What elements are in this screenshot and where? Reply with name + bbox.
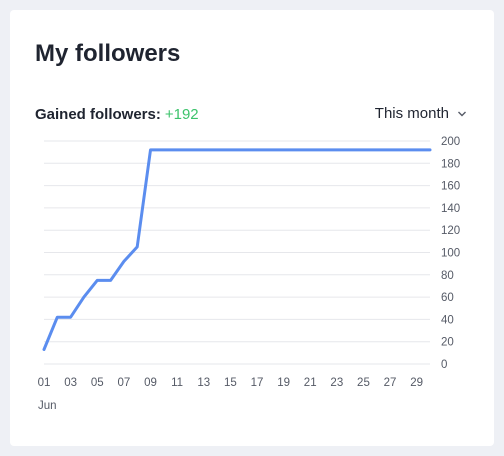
x-tick-label: 05 — [91, 377, 104, 389]
x-tick-label: 07 — [117, 377, 130, 389]
y-tick-label: 140 — [441, 203, 460, 215]
x-tick-label: 25 — [357, 377, 370, 389]
x-tick-label: 21 — [304, 377, 317, 389]
x-tick-label: 27 — [384, 377, 397, 389]
x-month-label: Jun — [38, 400, 57, 412]
followers-card: My followers Gained followers: +192 This … — [10, 10, 494, 446]
period-dropdown[interactable]: This month — [375, 105, 467, 122]
y-tick-label: 100 — [441, 248, 460, 260]
x-tick-label: 15 — [224, 377, 237, 389]
y-tick-label: 160 — [441, 181, 460, 193]
series-line-0 — [42, 148, 432, 351]
card-title: My followers — [35, 40, 181, 67]
y-tick-label: 20 — [441, 337, 454, 349]
y-tick-label: 80 — [441, 270, 454, 282]
x-tick-label: 13 — [197, 377, 210, 389]
gained-followers: Gained followers: +192 — [35, 106, 199, 123]
x-tick-label: 23 — [330, 377, 343, 389]
y-tick-label: 60 — [441, 292, 454, 304]
y-tick-label: 120 — [441, 225, 460, 237]
x-tick-label: 01 — [38, 377, 51, 389]
y-tick-label: 200 — [441, 136, 460, 148]
x-tick-label: 19 — [277, 377, 290, 389]
y-tick-label: 40 — [441, 314, 454, 326]
y-tick-label: 180 — [441, 158, 460, 170]
x-tick-label: 11 — [171, 377, 183, 389]
x-tick-label: 17 — [251, 377, 264, 389]
gained-followers-value: +192 — [164, 106, 199, 123]
x-tick-label: 03 — [64, 377, 77, 389]
x-tick-label: 29 — [410, 377, 423, 389]
y-tick-label: 0 — [441, 359, 447, 371]
period-dropdown-label: This month — [374, 105, 449, 122]
x-tick-label: 09 — [144, 377, 157, 389]
chevron-down-icon — [458, 111, 466, 116]
gained-followers-label: Gained followers: — [35, 106, 161, 123]
